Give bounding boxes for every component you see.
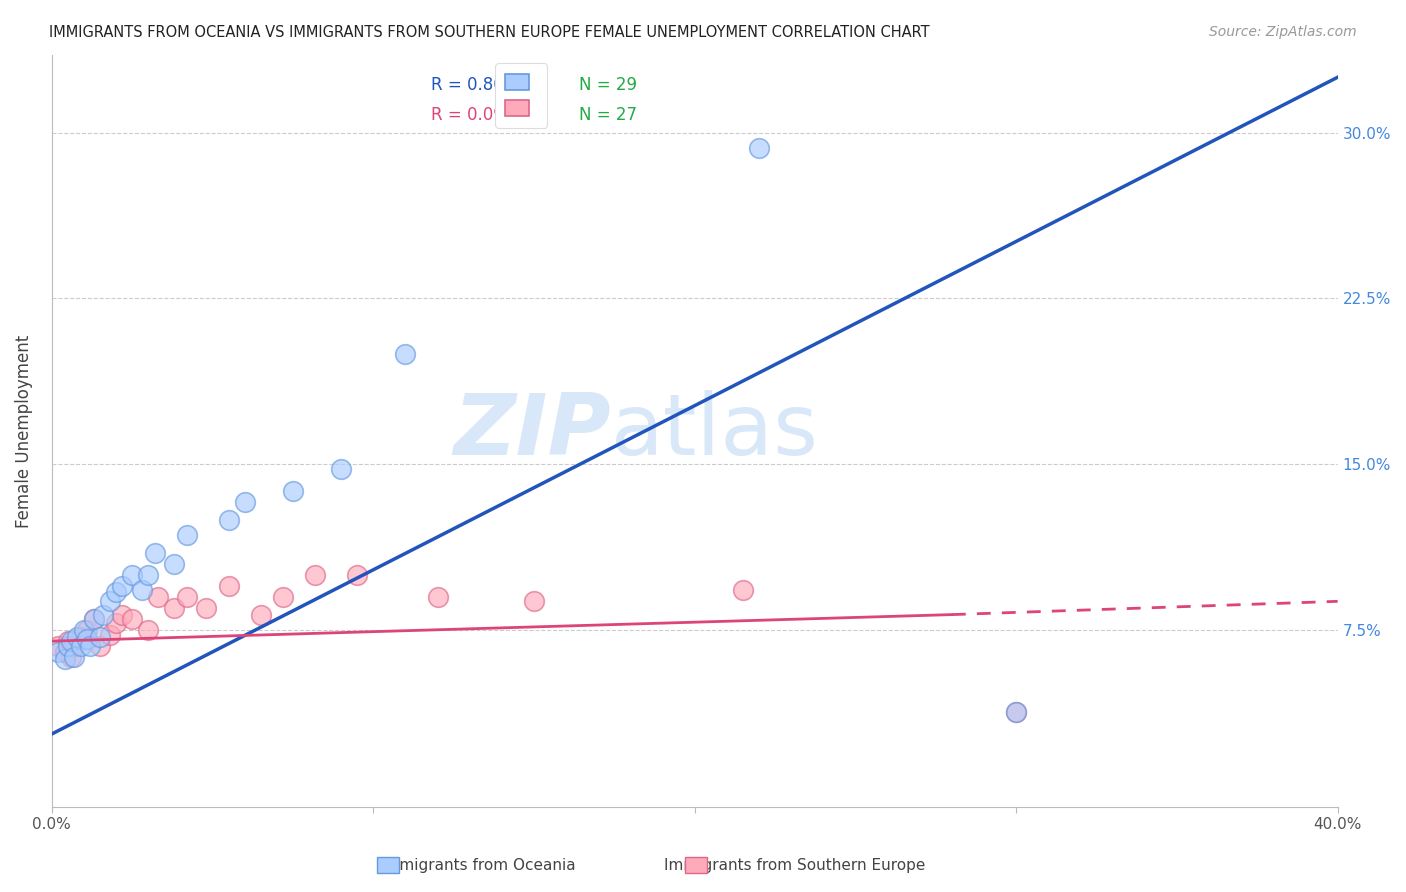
Point (91, 607, 114, 622)
Point (105, 585, 128, 599)
Text: N = 29: N = 29 (579, 76, 637, 95)
Point (281, 483, 304, 498)
Point (46, 639, 69, 653)
Point (748, 141, 770, 155)
Point (271, 590, 294, 604)
Point (136, 623, 159, 637)
Point (143, 546, 166, 560)
Point (523, 594, 546, 608)
Point (56, 634, 79, 648)
Point (98, 627, 121, 641)
Point (66, 630, 89, 644)
Point (1005, 705, 1028, 719)
Point (76, 632, 98, 646)
Point (79, 639, 101, 653)
Point (146, 590, 169, 604)
Point (60, 634, 83, 648)
Point (111, 607, 134, 622)
Text: R = 0.097: R = 0.097 (432, 106, 515, 124)
Point (136, 567, 159, 582)
Point (249, 607, 271, 622)
Point (1005, 705, 1028, 719)
Point (304, 567, 326, 582)
Point (63, 639, 86, 653)
Text: atlas: atlas (612, 390, 820, 473)
Point (218, 579, 240, 593)
Point (176, 528, 198, 542)
Point (163, 557, 186, 571)
Legend: , : , (495, 63, 547, 128)
Point (53, 652, 76, 666)
Point (46, 645, 69, 659)
Point (83, 612, 105, 626)
Point (111, 579, 134, 593)
Text: Immigrants from Southern Europe: Immigrants from Southern Europe (664, 858, 925, 872)
Point (426, 590, 449, 604)
Point (69, 630, 91, 644)
Point (89, 639, 111, 653)
Point (60, 649, 83, 664)
Point (53, 645, 76, 659)
Point (163, 601, 186, 615)
Text: Source: ZipAtlas.com: Source: ZipAtlas.com (1209, 25, 1357, 39)
Point (56, 639, 79, 653)
Point (218, 512, 240, 526)
Point (98, 594, 121, 608)
Text: R = 0.803: R = 0.803 (432, 76, 515, 95)
Point (89, 630, 111, 644)
Point (330, 461, 353, 475)
Point (105, 616, 128, 631)
Point (69, 639, 91, 653)
Point (176, 590, 198, 604)
Point (63, 649, 86, 664)
Point (76, 623, 98, 637)
Y-axis label: Female Unemployment: Female Unemployment (15, 334, 32, 528)
Point (121, 567, 143, 582)
Point (73, 623, 96, 637)
Point (394, 346, 416, 360)
Point (121, 612, 143, 626)
Point (195, 601, 218, 615)
Point (131, 583, 153, 598)
Point (233, 495, 256, 509)
Text: Immigrants from Oceania: Immigrants from Oceania (380, 858, 576, 872)
Point (346, 567, 368, 582)
Point (731, 583, 754, 598)
Text: N = 27: N = 27 (579, 106, 637, 124)
Text: IMMIGRANTS FROM OCEANIA VS IMMIGRANTS FROM SOUTHERN EUROPE FEMALE UNEMPLOYMENT C: IMMIGRANTS FROM OCEANIA VS IMMIGRANTS FR… (49, 25, 929, 40)
Point (83, 612, 105, 626)
Text: ZIP: ZIP (454, 390, 612, 473)
